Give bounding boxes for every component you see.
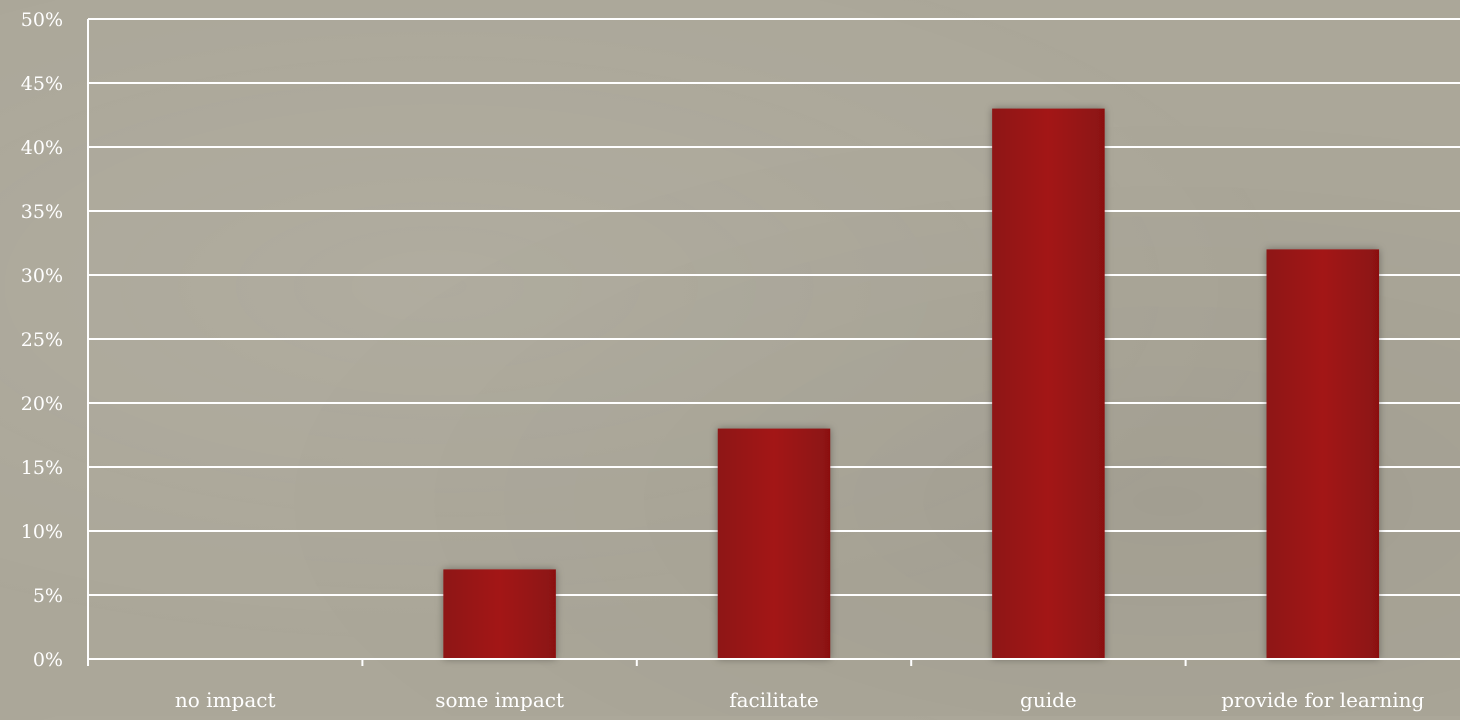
y-tick-label: 0% [33, 649, 63, 671]
y-tick-label: 45% [21, 73, 63, 95]
labels-layer: 0% 5% 10% 15% 20% 25% 30% 35% 40% 45% 50% no impact… [21, 9, 1425, 712]
x-tick-label: provide for learning [1221, 688, 1424, 712]
y-tick-label: 5% [33, 585, 63, 607]
grid-layer [88, 18, 1460, 596]
y-tick-label: 10% [21, 521, 63, 543]
y-tick-label: 25% [21, 329, 63, 351]
bars-layer [443, 108, 1380, 660]
y-tick-label: 40% [21, 137, 63, 159]
x-tick-label: no impact [175, 688, 276, 712]
x-tick-label: guide [1020, 688, 1077, 712]
y-tick-label: 20% [21, 393, 63, 415]
x-tick-label: some impact [435, 688, 564, 712]
bar [717, 428, 831, 659]
bar [1266, 249, 1380, 659]
x-tick-label: facilitate [729, 688, 819, 712]
bar [443, 569, 556, 659]
bar [992, 108, 1105, 660]
y-tick-label: 50% [21, 9, 63, 31]
y-tick-label: 15% [21, 457, 63, 479]
axes-layer [87, 19, 1460, 666]
y-tick-label: 35% [21, 201, 63, 223]
y-tick-label: 30% [21, 265, 63, 287]
